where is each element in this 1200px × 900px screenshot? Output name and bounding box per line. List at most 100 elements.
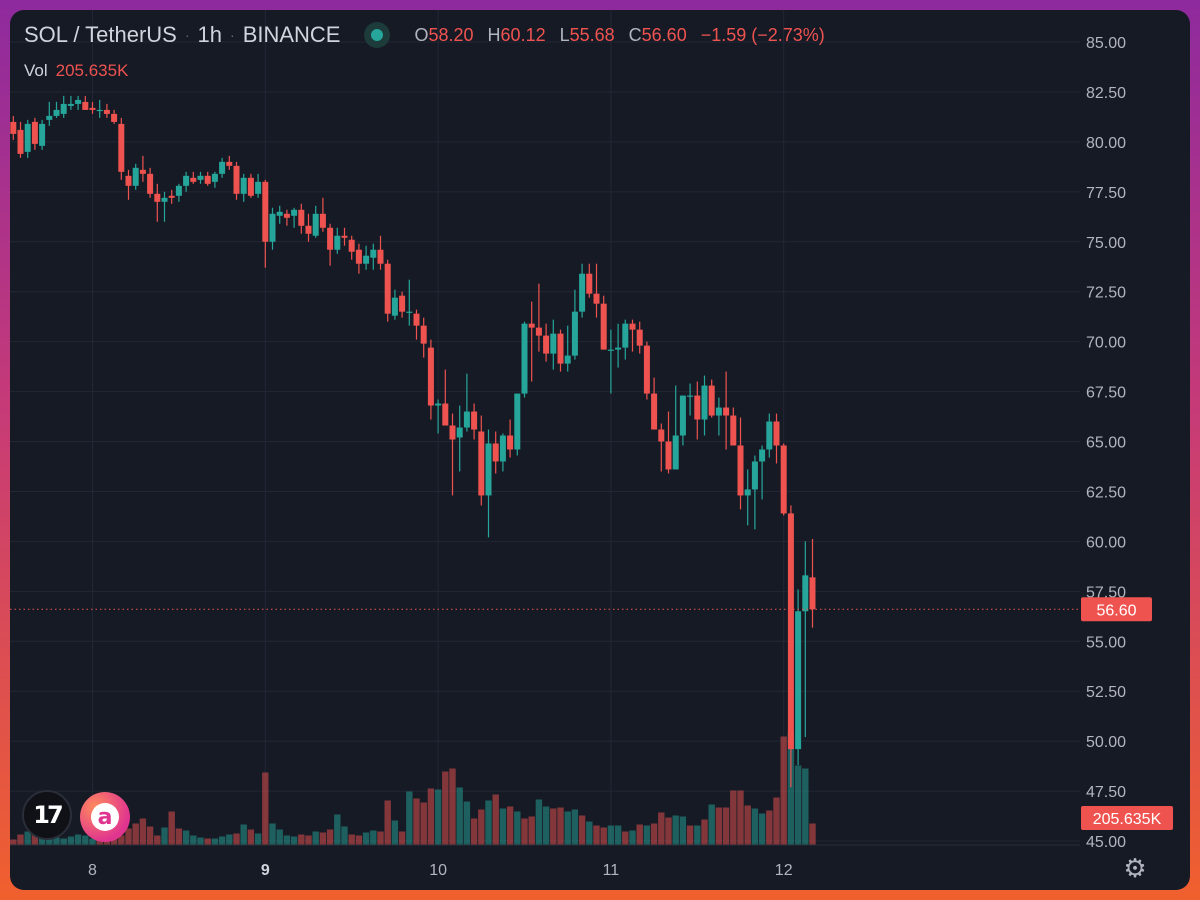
volume-bar bbox=[74, 834, 82, 845]
volume-bar bbox=[305, 835, 312, 845]
market-status-icon[interactable] bbox=[364, 22, 391, 48]
y-tick-label: 72.50 bbox=[1086, 285, 1126, 302]
candle-body bbox=[319, 213, 326, 228]
y-tick-label: 50.00 bbox=[1086, 734, 1126, 751]
candle-body bbox=[427, 347, 434, 406]
candle-body bbox=[478, 431, 485, 496]
candle-body bbox=[147, 173, 154, 194]
high-value: 60.12 bbox=[500, 24, 546, 45]
x-tick-label: 9 bbox=[261, 862, 270, 879]
volume-bar bbox=[427, 788, 435, 845]
candle-body bbox=[82, 101, 89, 110]
candle-body bbox=[53, 109, 60, 116]
high-label: H bbox=[487, 24, 501, 45]
last-volume-tag bbox=[1081, 806, 1173, 830]
volume-bar bbox=[622, 831, 629, 845]
volume-bar bbox=[557, 807, 564, 845]
candlestick-chart[interactable]: 85.00 82.50 80.00 77.50 75.00 72.50 70.00 67.50… bbox=[10, 10, 1190, 890]
candle-body bbox=[204, 175, 211, 184]
volume-bar bbox=[722, 807, 730, 845]
candle-body bbox=[514, 393, 521, 450]
volume-bar bbox=[686, 825, 694, 845]
volume-bar bbox=[182, 830, 190, 845]
volume-bar bbox=[607, 825, 615, 845]
candle-body bbox=[89, 107, 96, 110]
volume-bar bbox=[384, 800, 391, 845]
candle-body bbox=[463, 411, 470, 428]
candle-body bbox=[348, 239, 355, 252]
volume-legend: Vol 205.635K bbox=[24, 61, 128, 81]
candle-body bbox=[787, 513, 794, 750]
volume-bar bbox=[82, 835, 89, 845]
candle-body bbox=[672, 435, 679, 470]
candle-body bbox=[240, 177, 247, 194]
candle-body bbox=[499, 435, 506, 462]
candle-body bbox=[312, 213, 319, 236]
candle-body bbox=[154, 193, 161, 202]
candle-body bbox=[413, 313, 420, 326]
volume-bar bbox=[103, 839, 111, 845]
interval-label[interactable]: 1h bbox=[197, 22, 223, 47]
candle-body bbox=[795, 611, 802, 750]
candle-body bbox=[305, 225, 312, 234]
candle-body bbox=[46, 115, 53, 120]
volume-bar bbox=[233, 833, 240, 845]
candle-body bbox=[24, 123, 31, 152]
volume-bar bbox=[629, 830, 636, 845]
volume-bar bbox=[118, 835, 125, 845]
symbol-name[interactable]: SOL / TetherUS bbox=[24, 22, 177, 47]
brand-a-logo-icon[interactable]: a bbox=[80, 792, 130, 842]
volume-bar bbox=[535, 799, 543, 845]
volume-bar bbox=[442, 771, 449, 845]
volume-bar bbox=[110, 838, 118, 845]
tradingview-logo-icon[interactable]: 17 bbox=[22, 790, 72, 840]
candle-body bbox=[521, 323, 528, 394]
volume-bar bbox=[665, 817, 672, 845]
candle-body bbox=[67, 103, 74, 106]
volume-bar bbox=[658, 812, 665, 845]
candle-body bbox=[276, 211, 283, 216]
volume-bar bbox=[492, 794, 499, 845]
candle-body bbox=[586, 273, 593, 294]
candle-body bbox=[168, 195, 175, 198]
last-price-label: 56.60 bbox=[1096, 602, 1136, 619]
volume-bar bbox=[694, 825, 701, 845]
volume-bar bbox=[175, 828, 183, 845]
candle-body bbox=[622, 323, 629, 348]
market-open-dot bbox=[371, 29, 384, 41]
volume-bar bbox=[240, 824, 247, 845]
chart-panel[interactable]: 85.00 82.50 80.00 77.50 75.00 72.50 70.00 67.50… bbox=[10, 10, 1190, 890]
candle-body bbox=[118, 123, 125, 172]
volume-bar bbox=[247, 829, 255, 845]
volume-bar bbox=[593, 825, 600, 845]
ohlc-values: O58.20 H60.12 L55.68 C56.60 −1.59 (−2.73… bbox=[414, 25, 824, 46]
volume-bar bbox=[406, 791, 413, 845]
candle-body bbox=[708, 385, 715, 416]
candle-body bbox=[571, 311, 578, 356]
volume-bar bbox=[636, 824, 643, 845]
volume-bar bbox=[550, 808, 557, 845]
volume-bar bbox=[744, 805, 751, 845]
volume-bar bbox=[470, 818, 478, 845]
y-tick-label: 80.00 bbox=[1086, 135, 1126, 152]
volume-bar bbox=[672, 815, 679, 845]
volume-bar bbox=[204, 838, 211, 845]
candle-body bbox=[334, 235, 341, 250]
volume-bar bbox=[737, 790, 744, 845]
volume-bar bbox=[420, 802, 427, 845]
candle-body bbox=[399, 295, 406, 312]
candle-body bbox=[780, 445, 787, 514]
candle-body bbox=[377, 249, 384, 264]
y-tick-label: 85.00 bbox=[1086, 35, 1126, 52]
gear-icon[interactable]: ⚙ bbox=[1123, 854, 1147, 884]
open-label: O bbox=[414, 24, 429, 45]
candle-body bbox=[607, 349, 614, 351]
x-tick-label: 10 bbox=[429, 862, 447, 879]
candle-body bbox=[665, 441, 672, 470]
candle-body bbox=[355, 249, 362, 264]
candle-body bbox=[535, 327, 542, 336]
y-tick-label: 52.50 bbox=[1086, 684, 1126, 701]
volume-bar bbox=[730, 790, 737, 845]
volume-value: 205.635K bbox=[55, 61, 129, 80]
candle-body bbox=[197, 175, 204, 180]
